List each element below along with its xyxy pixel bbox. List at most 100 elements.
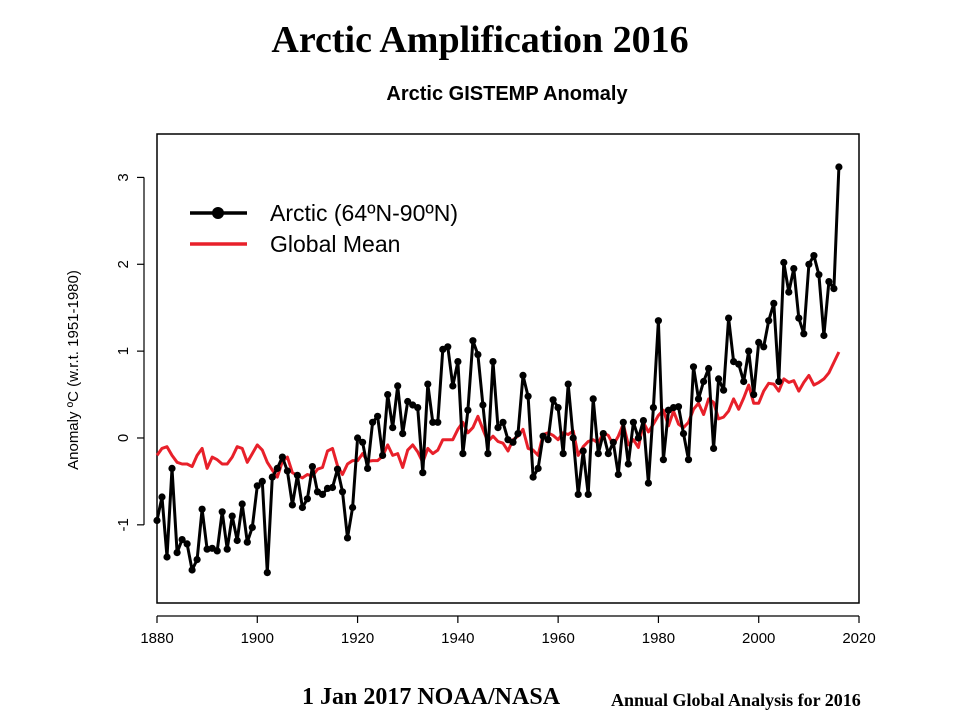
arctic-anomaly-chart: Arctic GISTEMP Anomaly Anomaly ºC (w.r.t… bbox=[65, 83, 876, 647]
arctic-data-point bbox=[524, 392, 532, 400]
arctic-data-point bbox=[233, 536, 241, 545]
arctic-data-point bbox=[198, 505, 206, 513]
y-tick-label: 2 bbox=[115, 260, 132, 268]
x-tick-label: 1980 bbox=[642, 630, 675, 647]
arctic-data-point bbox=[785, 288, 793, 296]
arctic-data-point bbox=[228, 512, 236, 520]
axis-layer: 1880 1900 1920 1940 1960 1980 2000 2020 -1 0 1 2 3 bbox=[115, 173, 876, 647]
x-tick-label: 1920 bbox=[341, 630, 374, 647]
arctic-data-point bbox=[223, 545, 231, 553]
arctic-data-point bbox=[273, 464, 281, 472]
arctic-data-point bbox=[298, 503, 306, 512]
arctic-data-point bbox=[569, 434, 577, 442]
arctic-data-point bbox=[168, 464, 176, 472]
arctic-data-point bbox=[624, 460, 632, 468]
arctic-data-point bbox=[710, 444, 718, 452]
arctic-data-point bbox=[775, 377, 783, 386]
legend-arctic-marker bbox=[212, 207, 224, 219]
arctic-data-point bbox=[584, 490, 592, 498]
arctic-data-point bbox=[659, 456, 668, 464]
y-axis-label: Anomaly ºC (w.r.t. 1951-1980) bbox=[65, 270, 82, 470]
arctic-data-point bbox=[158, 493, 166, 501]
arctic-data-point bbox=[564, 380, 572, 388]
series-layer bbox=[153, 163, 843, 577]
arctic-data-point bbox=[278, 453, 286, 461]
arctic-data-point bbox=[399, 430, 407, 438]
arctic-data-point bbox=[539, 432, 547, 440]
arctic-data-point bbox=[354, 434, 362, 442]
arctic-data-point bbox=[283, 467, 291, 475]
arctic-data-point bbox=[238, 500, 246, 508]
legend-arctic-label: Arctic (64ºN-90ºN) bbox=[270, 200, 458, 226]
arctic-data-point bbox=[835, 163, 843, 171]
arctic-data-point bbox=[419, 469, 427, 477]
arctic-data-point bbox=[674, 403, 683, 411]
arctic-data-point bbox=[404, 397, 412, 406]
arctic-data-point bbox=[679, 430, 688, 438]
arctic-data-point bbox=[163, 553, 171, 561]
arctic-data-point bbox=[519, 371, 527, 379]
arctic-data-point bbox=[333, 465, 342, 473]
arctic-data-point bbox=[689, 363, 698, 371]
x-tick-label: 2000 bbox=[742, 630, 775, 647]
arctic-data-point bbox=[514, 430, 522, 438]
arctic-data-point bbox=[815, 271, 823, 279]
arctic-data-point bbox=[303, 495, 311, 503]
arctic-data-point bbox=[534, 464, 542, 472]
arctic-data-point bbox=[614, 470, 622, 479]
arctic-data-point bbox=[735, 360, 743, 368]
x-tick-label: 1880 bbox=[140, 630, 173, 647]
arctic-data-point bbox=[800, 330, 808, 338]
y-tick-label: 0 bbox=[115, 434, 132, 442]
arctic-data-point bbox=[268, 473, 276, 481]
arctic-data-point bbox=[554, 404, 562, 412]
x-tick-label: 1960 bbox=[541, 630, 574, 647]
arctic-data-point bbox=[755, 338, 763, 346]
arctic-data-point bbox=[725, 314, 733, 322]
arctic-data-point bbox=[604, 450, 612, 458]
arctic-data-point bbox=[760, 343, 768, 351]
arctic-data-point bbox=[574, 490, 582, 498]
arctic-data-point bbox=[193, 556, 201, 564]
arctic-data-point bbox=[263, 569, 271, 577]
arctic-data-point bbox=[745, 347, 753, 355]
arctic-data-point bbox=[343, 534, 352, 542]
arctic-data-point bbox=[434, 418, 442, 426]
arctic-data-point bbox=[218, 508, 226, 516]
arctic-data-point bbox=[805, 260, 813, 268]
slide-title: Arctic Amplification 2016 bbox=[271, 19, 689, 61]
x-tick-label: 1900 bbox=[241, 630, 274, 647]
arctic-data-point bbox=[469, 337, 477, 345]
arctic-data-point bbox=[720, 386, 728, 394]
arctic-series-line bbox=[155, 166, 841, 575]
arctic-data-point bbox=[183, 540, 191, 548]
arctic-data-point bbox=[369, 418, 377, 426]
arctic-data-point bbox=[634, 434, 643, 442]
arctic-data-point bbox=[619, 418, 627, 426]
arctic-data-point bbox=[549, 396, 557, 404]
arctic-data-point bbox=[810, 252, 818, 260]
arctic-data-point bbox=[464, 406, 472, 414]
arctic-data-point bbox=[825, 278, 833, 286]
arctic-data-point bbox=[609, 438, 617, 446]
arctic-data-point bbox=[494, 424, 502, 432]
arctic-data-point bbox=[479, 401, 487, 409]
arctic-data-point bbox=[379, 451, 387, 459]
arctic-data-point bbox=[559, 450, 567, 458]
arctic-data-point bbox=[484, 450, 492, 458]
arctic-data-point bbox=[153, 516, 161, 525]
x-tick-label: 2020 bbox=[842, 630, 875, 647]
y-tick-label: 3 bbox=[115, 173, 132, 181]
arctic-data-point bbox=[694, 395, 703, 403]
arctic-data-point bbox=[700, 377, 708, 386]
arctic-data-point bbox=[830, 285, 838, 293]
arctic-data-point bbox=[384, 391, 392, 399]
arctic-data-point bbox=[349, 503, 357, 512]
arctic-data-point bbox=[765, 317, 773, 325]
arctic-data-point bbox=[444, 343, 452, 351]
arctic-data-point bbox=[644, 479, 653, 487]
arctic-data-point bbox=[780, 258, 788, 267]
arctic-data-point bbox=[649, 404, 658, 412]
global-mean-series-line bbox=[155, 351, 841, 480]
arctic-data-point bbox=[424, 380, 432, 388]
